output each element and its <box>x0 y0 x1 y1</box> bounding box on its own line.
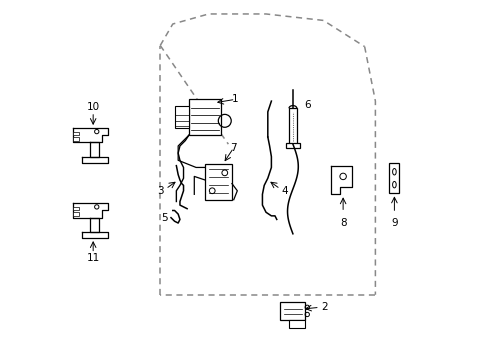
Bar <box>73 207 79 211</box>
Bar <box>388 163 399 193</box>
Text: 9: 9 <box>390 218 397 228</box>
Bar <box>73 137 79 140</box>
Bar <box>285 143 299 148</box>
Text: 6: 6 <box>304 100 310 110</box>
Bar <box>188 99 221 135</box>
Bar <box>288 108 296 144</box>
Text: 10: 10 <box>86 102 100 112</box>
Text: 2: 2 <box>321 302 327 312</box>
Text: 3: 3 <box>157 186 164 197</box>
Polygon shape <box>73 203 107 218</box>
Bar <box>73 212 79 216</box>
Text: 7: 7 <box>230 143 237 153</box>
Polygon shape <box>89 142 99 157</box>
Polygon shape <box>82 157 107 163</box>
Bar <box>289 320 305 328</box>
Polygon shape <box>73 128 107 142</box>
Text: 11: 11 <box>86 253 100 263</box>
Text: 8: 8 <box>339 218 346 228</box>
Text: 5: 5 <box>161 213 168 222</box>
Text: 4: 4 <box>281 186 288 197</box>
Polygon shape <box>89 218 99 232</box>
Ellipse shape <box>392 181 395 188</box>
Ellipse shape <box>392 168 395 175</box>
Text: 1: 1 <box>232 94 238 104</box>
Polygon shape <box>82 232 107 238</box>
Bar <box>280 302 305 320</box>
Bar <box>73 132 79 135</box>
Bar <box>174 107 188 128</box>
Polygon shape <box>330 166 351 194</box>
Bar <box>204 164 231 200</box>
